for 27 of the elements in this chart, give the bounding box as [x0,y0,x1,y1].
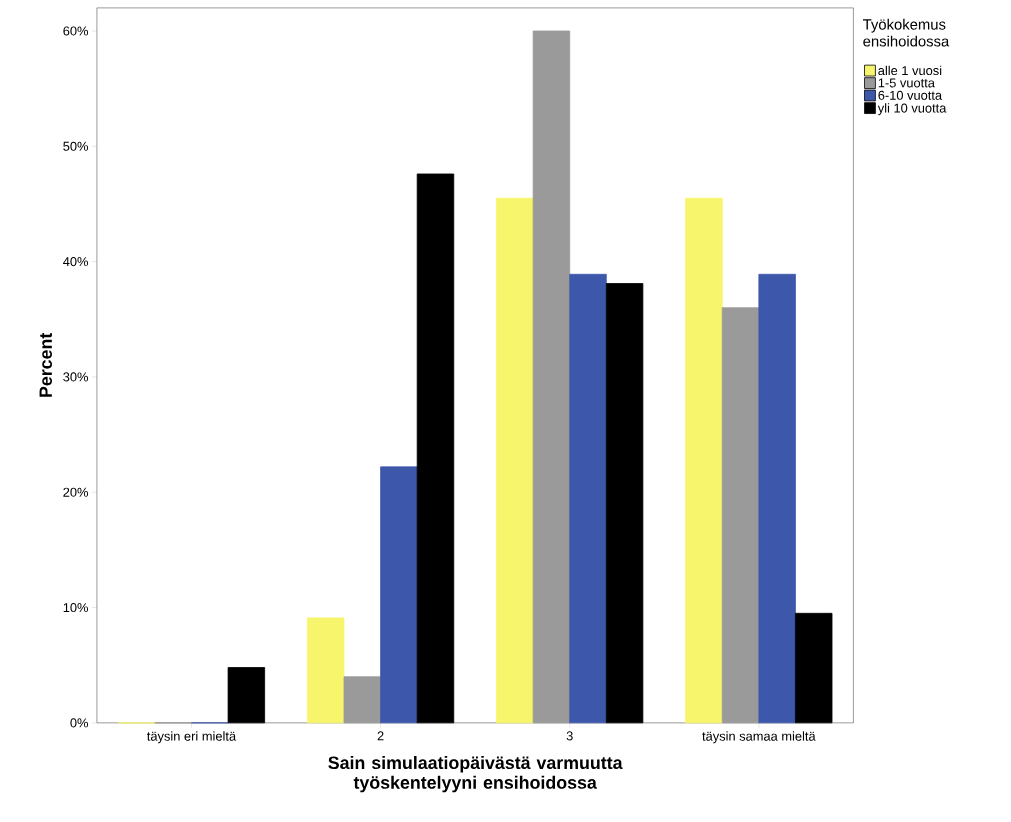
x-tick-label: täysin samaa mieltä [702,731,816,744]
bar [343,676,381,724]
y-tick-label: 30% [63,372,89,382]
y-tick-label: 20% [63,487,89,497]
y-axis-title: Percent [39,333,52,397]
bar [532,30,571,724]
bar [758,274,796,724]
y-tick-label: 50% [63,141,89,151]
y-tick-label: 40% [63,257,89,267]
bar [380,466,418,724]
legend-label: 6-10 vuotta [878,90,943,100]
bar [721,307,760,724]
bar [496,197,534,724]
bar [569,274,607,724]
y-tick-label: 60% [63,26,89,36]
bar [685,197,723,724]
legend-title: Työkokemus ensihoidossa [863,18,950,47]
x-tick-label: 3 [566,731,573,741]
bar [307,617,345,724]
y-tick-label: 10% [63,603,89,613]
x-axis-title: Sain simulaatiopäivästä varmuutta työskentelyyni ensihoidossa [328,756,623,793]
x-tick-label: 2 [377,731,384,741]
legend-label: yli 10 vuotta [877,103,947,116]
x-tick-label: täysin eri mieltä [147,731,237,744]
legend-label: 1-5 vuotta [878,78,935,88]
legend-label: alle 1 vuosi [878,65,942,76]
y-tick-label: 0% [70,718,89,728]
